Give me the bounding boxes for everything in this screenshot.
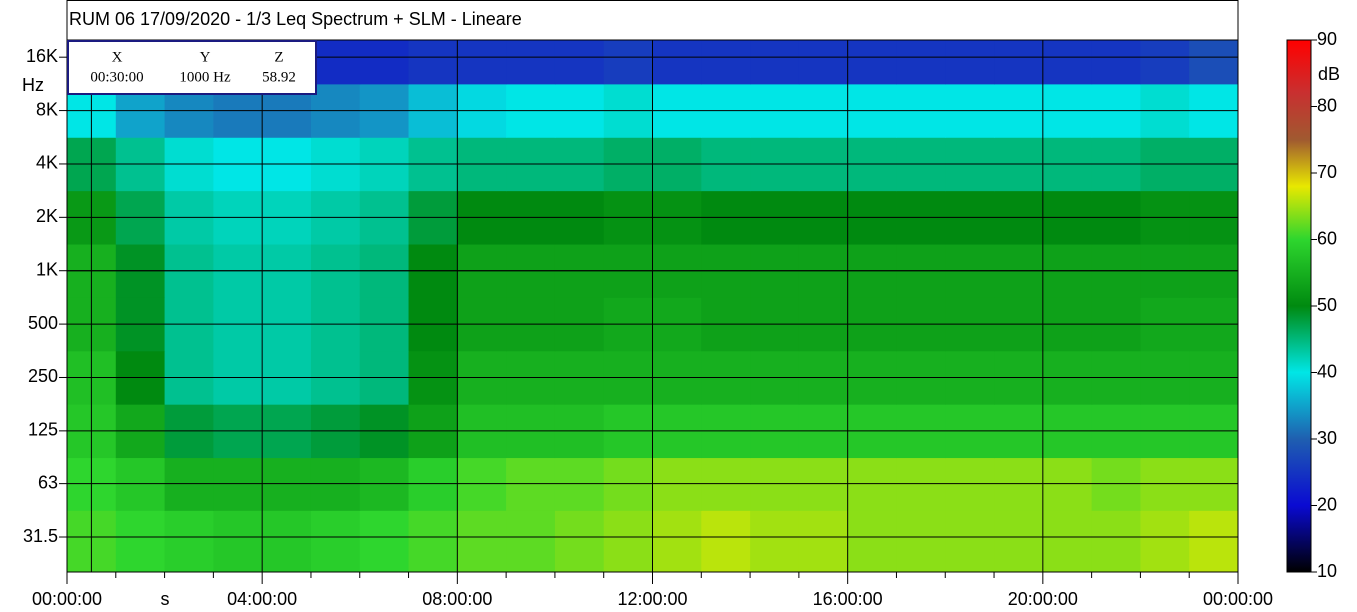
colorbar xyxy=(1286,39,1312,573)
heat-cell xyxy=(115,510,166,573)
heat-cell xyxy=(603,510,653,573)
heat-cell xyxy=(457,40,507,85)
heat-cell xyxy=(506,40,556,85)
heat-cell xyxy=(408,40,458,85)
heat-cell xyxy=(554,40,605,85)
heat-cell xyxy=(994,510,1044,573)
colorbar-tick-label: 70 xyxy=(1317,162,1337,182)
heat-cell xyxy=(164,510,214,573)
x-tick-label: 20:00:00 xyxy=(1008,589,1078,609)
colorbar-tick-label: 10 xyxy=(1317,561,1337,581)
heat-cell xyxy=(262,510,312,573)
y-tick-label: 8K xyxy=(36,99,58,119)
x-tick-label: 12:00:00 xyxy=(617,589,687,609)
overlay: 31.5 63 125 250 500 1K 2K 4K 8K 16K Hz 00:00:00 04:0… xyxy=(22,39,1273,609)
heat-cell xyxy=(798,510,849,573)
cursor-value: 58.92 xyxy=(262,69,296,85)
cursor-value: 1000 Hz xyxy=(179,69,231,85)
heat-cell xyxy=(1140,40,1190,85)
y-tick-label: 63 xyxy=(38,472,58,492)
heat-cell xyxy=(506,510,556,573)
heat-cell xyxy=(457,510,507,573)
heat-cell xyxy=(1091,40,1141,85)
heat-cell xyxy=(1140,510,1190,573)
heat-cell xyxy=(603,40,653,85)
y-tick-label: 1K xyxy=(36,259,58,279)
y-tick-label: 2K xyxy=(36,206,58,226)
y-tick-label: 4K xyxy=(36,153,58,173)
x-tick-label: 00:00:00 xyxy=(32,589,102,609)
heat-cell xyxy=(1042,40,1093,85)
cursor-header: Y xyxy=(200,49,211,65)
heat-cell xyxy=(847,510,897,573)
heat-cell xyxy=(652,40,702,85)
colorbar-tick-label: 20 xyxy=(1317,494,1337,514)
title-box xyxy=(66,0,1239,41)
heat-cell xyxy=(310,40,361,85)
y-tick-label: 31.5 xyxy=(23,526,58,546)
heat-cell xyxy=(408,510,458,573)
heat-cell xyxy=(554,510,605,573)
heat-cell xyxy=(701,40,751,85)
colorbar-tick-label: 50 xyxy=(1317,295,1337,315)
cursor-value: 00:30:00 xyxy=(90,69,143,85)
cursor-box xyxy=(67,40,317,95)
x-tick-label: 16:00:00 xyxy=(813,589,883,609)
colorbar-label: dB xyxy=(1318,64,1340,84)
colorbar-tick-label: 30 xyxy=(1317,428,1337,448)
y-tick-label: 250 xyxy=(28,366,58,386)
x-tick-label: 04:00:00 xyxy=(227,589,297,609)
heat-cell xyxy=(1091,510,1141,573)
heat-cell xyxy=(652,510,702,573)
heat-cell xyxy=(945,510,995,573)
heat-cell xyxy=(213,510,263,573)
y-tick-label: 125 xyxy=(28,420,58,440)
heat-cell xyxy=(701,510,751,573)
heat-cell xyxy=(798,40,849,85)
heat-cell xyxy=(1189,510,1239,573)
heat-cell xyxy=(310,510,361,573)
heat-cell xyxy=(750,510,800,573)
heat-cell xyxy=(896,40,946,85)
heat-cell xyxy=(896,510,946,573)
chart-title: RUM 06 17/09/2020 - 1/3 Leq Spectrum + S… xyxy=(69,9,522,29)
x-axis-label: s xyxy=(161,589,170,609)
colorbar-tick-label: 80 xyxy=(1317,95,1337,115)
cursor-header: X xyxy=(112,49,123,65)
heat-cell xyxy=(359,40,410,85)
y-tick-label: 500 xyxy=(28,313,58,333)
heat-cell xyxy=(945,40,995,85)
cursor-header: Z xyxy=(274,49,283,65)
x-tick-label: 08:00:00 xyxy=(422,589,492,609)
colorbar-tick-label: 40 xyxy=(1317,361,1337,381)
heat-cell xyxy=(1189,40,1239,85)
heat-cell xyxy=(994,40,1044,85)
y-tick-label: 16K xyxy=(26,46,58,66)
heat-cell xyxy=(359,510,410,573)
x-tick-label: 00:00:00 xyxy=(1203,589,1273,609)
heat-cell xyxy=(847,40,897,85)
y-axis-label: Hz xyxy=(22,75,44,95)
heat-cell xyxy=(1042,510,1093,573)
colorbar-tick-label: 90 xyxy=(1317,29,1337,49)
colorbar-tick-label: 60 xyxy=(1317,228,1337,248)
heat-cell xyxy=(750,40,800,85)
